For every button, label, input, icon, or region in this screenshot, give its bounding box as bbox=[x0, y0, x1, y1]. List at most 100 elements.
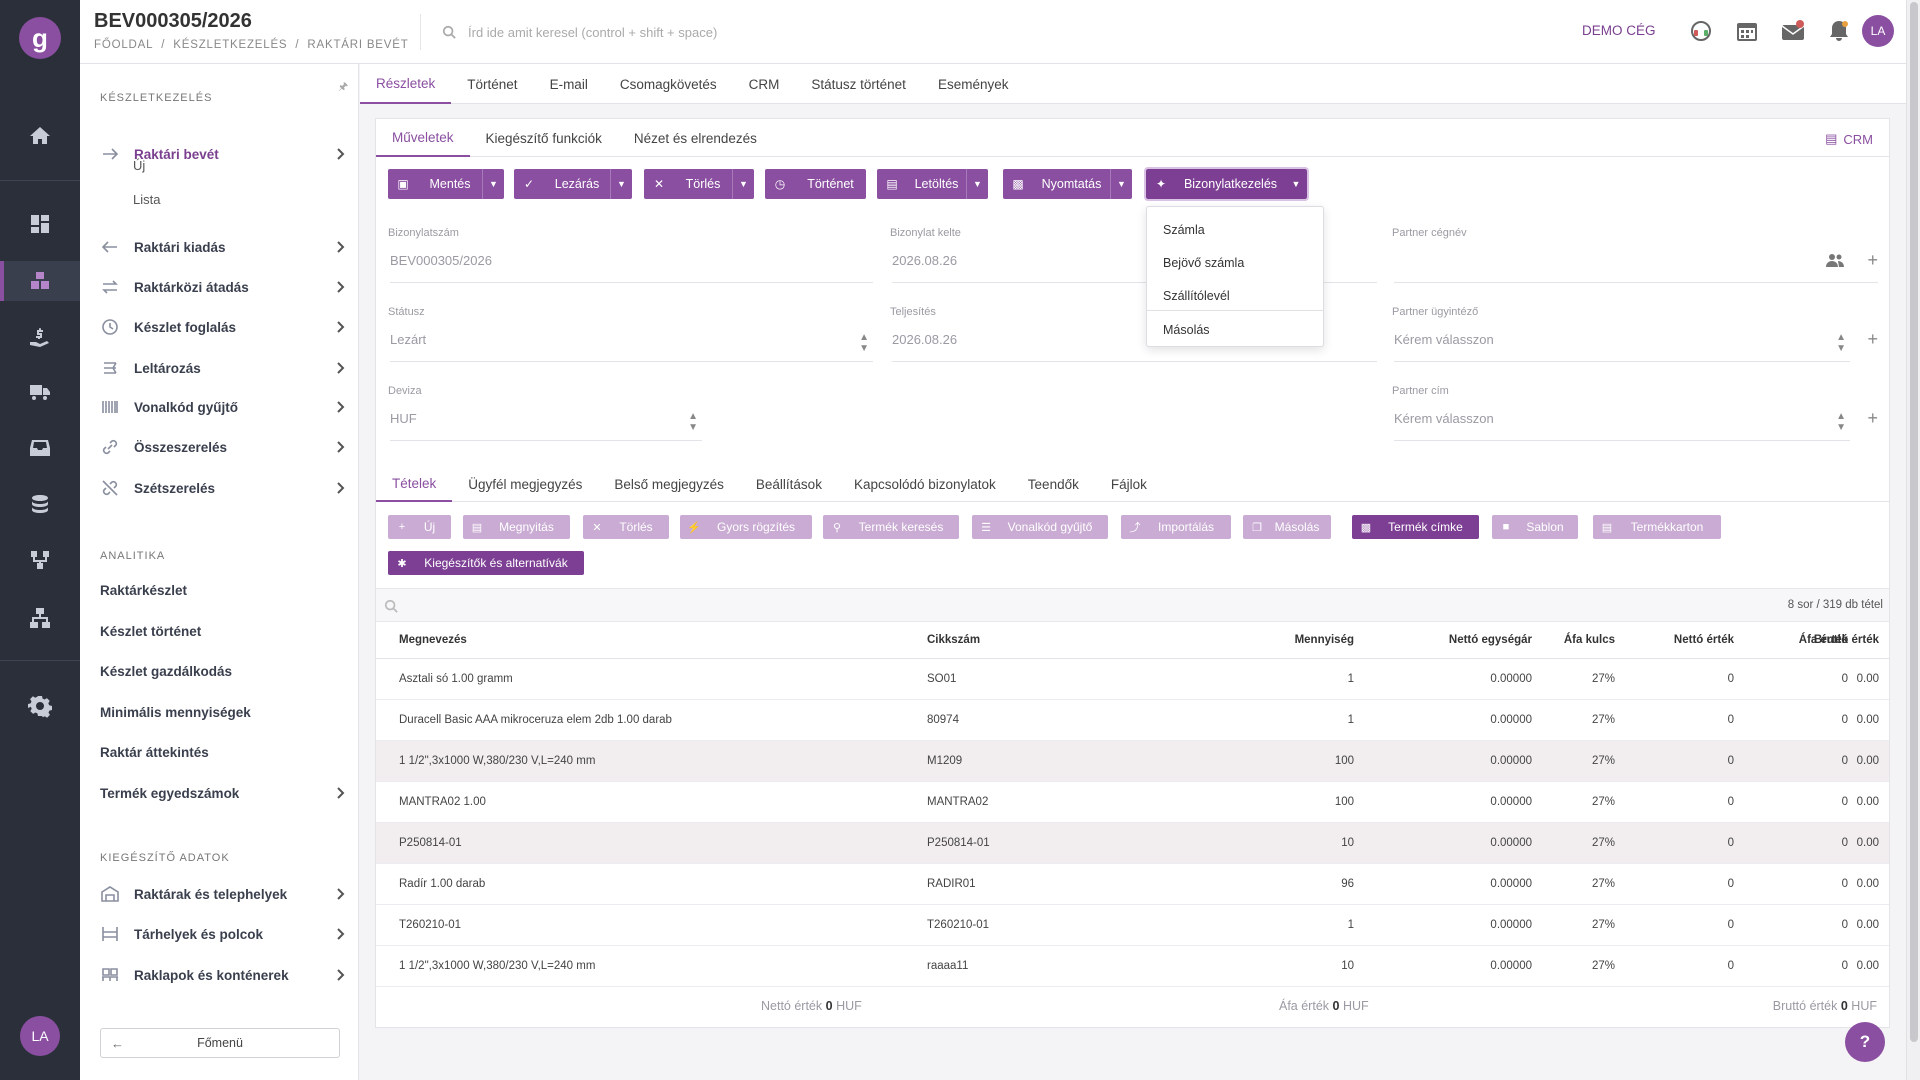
col-vat[interactable]: Áfa érték bbox=[1798, 634, 1848, 646]
sidebar-item-termek-egyedszamok[interactable]: Termék egyedszámok bbox=[100, 773, 420, 813]
sidebar-sub-new[interactable]: Új bbox=[133, 158, 146, 173]
col-qty[interactable]: Mennyiség bbox=[1294, 634, 1354, 646]
close-dropdown[interactable]: ▼ bbox=[610, 169, 632, 199]
menu-item-szallitolevel[interactable]: Szállítólevél bbox=[1163, 289, 1230, 303]
table-row[interactable]: Radír 1.00 darab RADIR01 96 0.00000 27% 0 0 0.0… bbox=[376, 864, 1889, 905]
partner-address-select[interactable]: Kérem válasszon ▲ ▼ bbox=[1394, 411, 1850, 441]
subtab-muveletek[interactable]: Műveletek bbox=[376, 119, 470, 157]
doc-date-value[interactable]: 2026.08.26 bbox=[892, 253, 1377, 283]
bell-icon[interactable] bbox=[1826, 18, 1852, 44]
tab-tortenet[interactable]: Történet bbox=[467, 76, 518, 92]
doc-number-value[interactable]: BEV000305/2026 bbox=[390, 253, 873, 283]
dashboard-icon[interactable] bbox=[0, 204, 80, 244]
menu-item-bejovo-szamla[interactable]: Bejövő számla bbox=[1163, 256, 1245, 270]
breadcrumb-stock[interactable]: KÉSZLETKEZELÉS bbox=[173, 39, 288, 51]
coins-icon[interactable] bbox=[0, 484, 80, 524]
currency-select[interactable]: HUF ▲ ▼ bbox=[390, 411, 702, 441]
partner-agent-select[interactable]: Kérem válasszon ▲ ▼ bbox=[1394, 332, 1850, 362]
tab-reszletek[interactable]: Részletek bbox=[360, 64, 452, 104]
col-vat-rate[interactable]: Áfa kulcs bbox=[1563, 634, 1615, 646]
page-scrollbar[interactable] bbox=[1906, 0, 1920, 1080]
line-new-button[interactable]: + Új bbox=[388, 515, 451, 539]
barcode-collector-button[interactable]: ☰ Vonalkód gyűjtő bbox=[972, 515, 1108, 539]
accessories-button[interactable]: ✱ Kiegészítők és alternatívák bbox=[388, 551, 584, 575]
add-partner-icon[interactable]: + bbox=[1867, 250, 1878, 270]
quick-entry-button[interactable]: ⚡ Gyors rögzítés bbox=[680, 515, 812, 539]
pin-icon[interactable]: 🖈 bbox=[338, 81, 349, 93]
add-address-icon[interactable]: + bbox=[1867, 408, 1878, 428]
menu-item-masolas[interactable]: Másolás bbox=[1163, 323, 1210, 337]
close-doc-button[interactable]: ✓ Lezárás ▼ bbox=[514, 169, 632, 199]
sidebar-item-osszeszereles[interactable]: Összeszerelés bbox=[100, 427, 420, 467]
sidebar-item-raktari-kiadas[interactable]: Raktári kiadás bbox=[100, 227, 420, 267]
sidebar-item-keszlet-tortenet[interactable]: Készlet történet bbox=[100, 623, 202, 639]
history-button[interactable]: ◷ Történet bbox=[765, 169, 866, 199]
sidebar-item-keszlet-foglalas[interactable]: Készlet foglalás bbox=[100, 307, 420, 347]
download-button[interactable]: ▤ Letöltés ▼ bbox=[877, 169, 988, 199]
copy-button[interactable]: ❐ Másolás bbox=[1243, 515, 1331, 539]
line-open-button[interactable]: ▤ Megnyitás bbox=[463, 515, 570, 539]
ltab-kapcsolodo[interactable]: Kapcsolódó bizonylatok bbox=[853, 476, 996, 492]
completion-value[interactable]: 2026.08.26 bbox=[892, 332, 1377, 362]
product-card-button[interactable]: ▤ Termékkarton bbox=[1593, 515, 1721, 539]
money-hand-icon[interactable] bbox=[0, 318, 80, 358]
truck-icon[interactable] bbox=[0, 372, 80, 412]
sidebar-item-minimalis-mennyisegek[interactable]: Minimális mennyiségek bbox=[100, 704, 251, 720]
line-delete-button[interactable]: ✕ Törlés bbox=[583, 515, 669, 539]
sidebar-item-raktarkozi-atadas[interactable]: Raktárközi átadás bbox=[100, 267, 420, 307]
print-button[interactable]: ▩ Nyomtatás ▼ bbox=[1003, 169, 1132, 199]
sidebar-item-leltarozas[interactable]: Leltározás bbox=[100, 348, 420, 388]
sidebar-item-tarhelyek[interactable]: Tárhelyek és polcok bbox=[100, 914, 420, 954]
sidebar-item-raktarak[interactable]: Raktárak és telephelyek bbox=[100, 874, 420, 914]
sidebar-item-keszlet-gazdalkodas[interactable]: Készlet gazdálkodás bbox=[100, 663, 233, 679]
menu-item-szamla[interactable]: Számla bbox=[1163, 223, 1205, 237]
mail-icon[interactable] bbox=[1780, 18, 1806, 44]
tab-email[interactable]: E-mail bbox=[549, 76, 588, 92]
status-select[interactable]: Lezárt ▲ ▼ bbox=[390, 332, 873, 362]
col-unit-price[interactable]: Nettó egységár bbox=[1448, 634, 1532, 646]
people-icon[interactable] bbox=[1826, 252, 1844, 268]
main-menu-button[interactable]: ← Főmenü bbox=[100, 1028, 340, 1058]
delete-button[interactable]: ✕ Törlés ▼ bbox=[644, 169, 754, 199]
home-icon[interactable] bbox=[0, 116, 80, 156]
sidebar-item-raktarkeszlet[interactable]: Raktárkészlet bbox=[100, 582, 188, 598]
save-button[interactable]: ▣ Mentés ▼ bbox=[388, 169, 504, 199]
tab-csomagkovetes[interactable]: Csomagkövetés bbox=[619, 76, 717, 92]
table-row[interactable]: Asztali só 1.00 gramm SO01 1 0.00000 27% 0 0 0.… bbox=[376, 659, 1889, 700]
delete-dropdown[interactable]: ▼ bbox=[732, 169, 754, 199]
product-label-button[interactable]: ▩ Termék címke bbox=[1352, 515, 1479, 539]
sidebar-item-raktari-bevet[interactable]: Raktári bevét bbox=[100, 134, 420, 174]
tab-esemenyek[interactable]: Események bbox=[937, 76, 1009, 92]
tab-statusz-tortenet[interactable]: Státusz történet bbox=[811, 76, 906, 92]
search-icon[interactable] bbox=[384, 599, 398, 613]
table-row[interactable]: 1 1/2",3x1000 W,380/230 V,L=240 mm raaaa1… bbox=[376, 946, 1889, 987]
ltab-belso-megjegyzes[interactable]: Belső megjegyzés bbox=[614, 476, 724, 492]
header-avatar[interactable]: LA bbox=[1862, 15, 1894, 47]
col-name[interactable]: Megnevezés bbox=[399, 634, 467, 646]
sidebar-sub-list[interactable]: Lista bbox=[133, 192, 161, 207]
ltab-teendok[interactable]: Teendők bbox=[1027, 476, 1079, 492]
warehouse-boxes-icon[interactable] bbox=[0, 261, 80, 301]
save-dropdown[interactable]: ▼ bbox=[482, 169, 504, 199]
col-net[interactable]: Nettó érték bbox=[1673, 634, 1734, 646]
ltab-beallitasok[interactable]: Beállítások bbox=[755, 476, 822, 492]
company-name[interactable]: DEMO CÉG bbox=[1582, 23, 1656, 38]
hierarchy-icon[interactable] bbox=[0, 540, 80, 580]
subtab-nezet[interactable]: Nézet és elrendezés bbox=[633, 130, 757, 146]
settings-icon[interactable] bbox=[0, 686, 80, 726]
template-button[interactable]: ■ Sablon bbox=[1492, 515, 1578, 539]
product-search-button[interactable]: ⚲ Termék keresés bbox=[823, 515, 959, 539]
sidebar-item-raktar-attekintes[interactable]: Raktár áttekintés bbox=[100, 744, 209, 760]
import-button[interactable]: ⤴ Importálás bbox=[1121, 515, 1231, 539]
sidebar-item-raklapok[interactable]: Raklapok és konténerek bbox=[100, 955, 420, 995]
tab-crm[interactable]: CRM bbox=[748, 76, 780, 92]
download-dropdown[interactable]: ▼ bbox=[966, 169, 988, 199]
table-row[interactable]: 1 1/2",3x1000 W,380/230 V,L=240 mm M1209 1… bbox=[376, 741, 1889, 782]
global-search[interactable]: Írd ide amit keresel (control + shift + … bbox=[442, 18, 882, 46]
table-row[interactable]: MANTRA02 1.00 MANTRA02 100 0.00000 27% 0 0 0.00 bbox=[376, 782, 1889, 823]
app-logo[interactable]: g bbox=[19, 17, 61, 59]
ltab-ugyfel-megjegyzes[interactable]: Ügyfél megjegyzés bbox=[468, 476, 583, 492]
network-icon[interactable] bbox=[0, 598, 80, 638]
headset-icon[interactable] bbox=[1688, 18, 1714, 44]
col-sku[interactable]: Cikkszám bbox=[927, 634, 981, 646]
